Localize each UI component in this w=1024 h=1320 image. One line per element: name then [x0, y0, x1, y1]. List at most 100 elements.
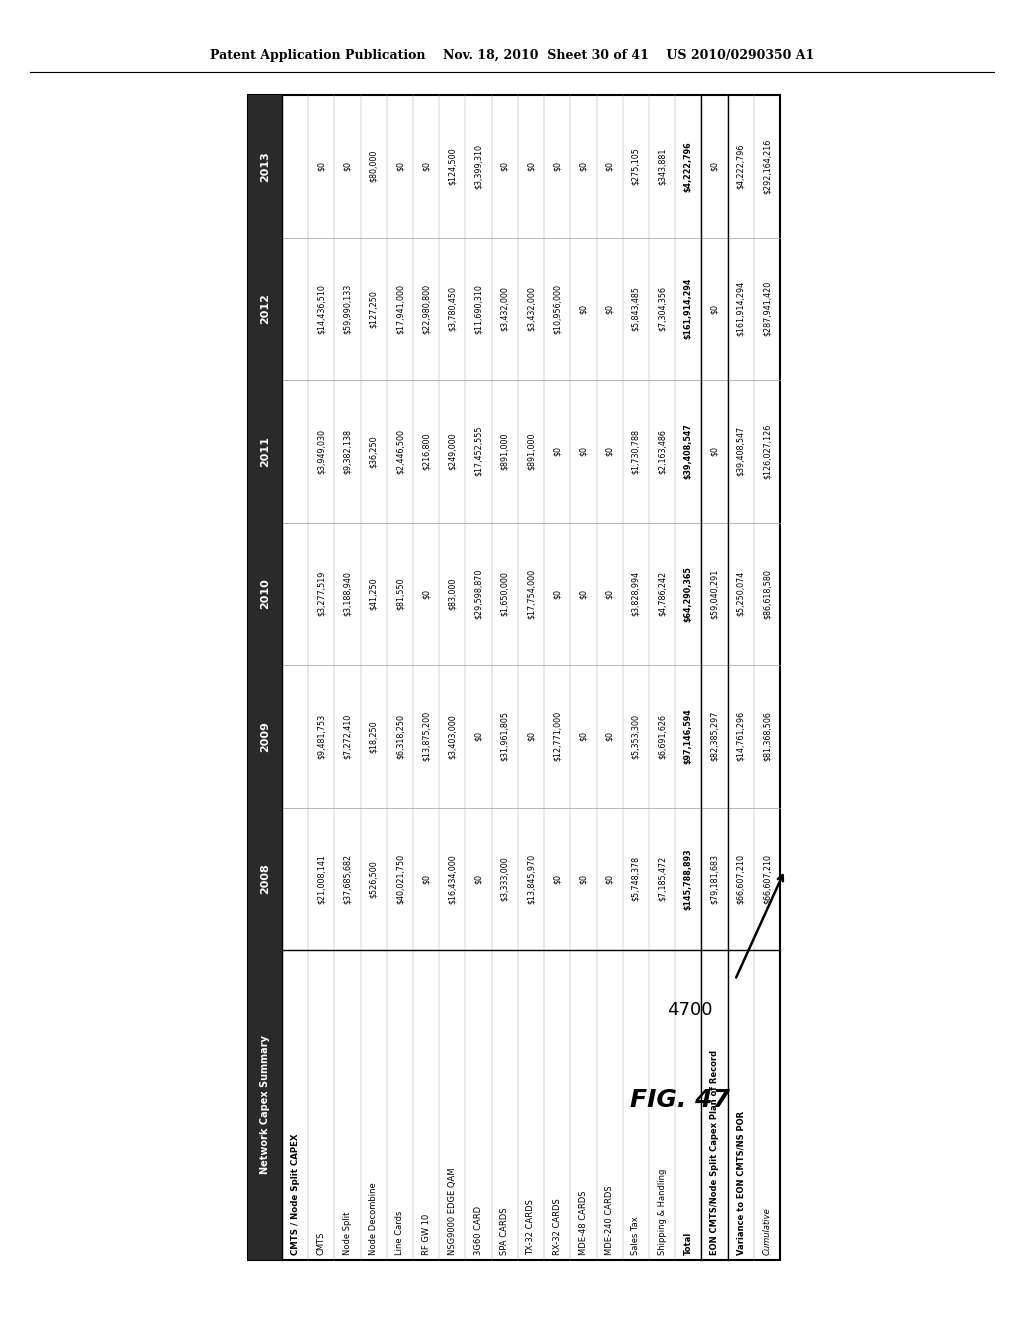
Text: $0: $0: [553, 589, 562, 599]
Text: $5,250,074: $5,250,074: [736, 572, 745, 616]
Text: $10,956,000: $10,956,000: [553, 284, 562, 334]
Text: $64,290,365: $64,290,365: [684, 566, 693, 622]
Text: $1,730,788: $1,730,788: [632, 429, 640, 474]
Text: $29,598,870: $29,598,870: [474, 569, 483, 619]
Text: $0: $0: [553, 161, 562, 172]
Text: 3G60 CARD: 3G60 CARD: [474, 1206, 483, 1255]
Text: $37,685,682: $37,685,682: [343, 854, 352, 904]
Text: $0: $0: [526, 731, 536, 742]
Text: $0: $0: [422, 589, 431, 599]
Text: $80,000: $80,000: [370, 150, 378, 182]
Text: $526,500: $526,500: [370, 859, 378, 898]
Text: $7,185,472: $7,185,472: [657, 857, 667, 902]
Text: $127,250: $127,250: [370, 290, 378, 327]
Text: Patent Application Publication    Nov. 18, 2010  Sheet 30 of 41    US 2010/02903: Patent Application Publication Nov. 18, …: [210, 49, 814, 62]
Text: $0: $0: [422, 161, 431, 172]
Text: $891,000: $891,000: [526, 433, 536, 470]
Text: $5,748,378: $5,748,378: [632, 857, 640, 902]
Text: $161,914,294: $161,914,294: [736, 281, 745, 337]
Text: $59,040,291: $59,040,291: [710, 569, 719, 619]
Text: $11,690,310: $11,690,310: [474, 284, 483, 334]
Text: $1,650,000: $1,650,000: [501, 572, 509, 616]
Text: $124,500: $124,500: [447, 148, 457, 185]
Text: $3,188,940: $3,188,940: [343, 572, 352, 616]
Text: $41,250: $41,250: [370, 577, 378, 610]
Text: $6,691,626: $6,691,626: [657, 714, 667, 759]
Text: MDE-48 CARDS: MDE-48 CARDS: [579, 1191, 588, 1255]
Text: $3,333,000: $3,333,000: [501, 857, 509, 902]
Text: $249,000: $249,000: [447, 433, 457, 470]
Bar: [248, 95, 780, 1261]
Text: $0: $0: [579, 731, 588, 742]
Text: $2,446,500: $2,446,500: [395, 429, 404, 474]
Text: $3,432,000: $3,432,000: [501, 286, 509, 331]
Text: CMTS / Node Split CAPEX: CMTS / Node Split CAPEX: [291, 1134, 300, 1255]
Text: $97,146,594: $97,146,594: [684, 709, 693, 764]
Text: $891,000: $891,000: [501, 433, 509, 470]
Text: 2008: 2008: [260, 863, 270, 894]
Text: $12,771,000: $12,771,000: [553, 711, 562, 762]
Text: $216,800: $216,800: [422, 433, 431, 470]
Text: $161,914,294: $161,914,294: [684, 279, 693, 339]
Text: $0: $0: [605, 161, 614, 172]
Text: $9,382,138: $9,382,138: [343, 429, 352, 474]
Text: Node Split: Node Split: [343, 1212, 352, 1255]
Text: $6,318,250: $6,318,250: [395, 714, 404, 759]
Text: $14,436,510: $14,436,510: [316, 284, 326, 334]
Text: Node Decombine: Node Decombine: [370, 1183, 378, 1255]
Text: $14,761,296: $14,761,296: [736, 711, 745, 762]
Text: Sales Tax: Sales Tax: [632, 1216, 640, 1255]
Text: Shipping & Handling: Shipping & Handling: [657, 1168, 667, 1255]
Text: $82,385,297: $82,385,297: [710, 711, 719, 762]
Text: $86,618,580: $86,618,580: [763, 569, 771, 619]
Text: $81,550: $81,550: [395, 577, 404, 610]
Text: 2013: 2013: [260, 150, 270, 182]
Text: $5,843,485: $5,843,485: [632, 286, 640, 331]
Text: SPA CARDS: SPA CARDS: [501, 1208, 509, 1255]
Text: $3,949,030: $3,949,030: [316, 429, 326, 474]
Text: $0: $0: [395, 161, 404, 172]
Text: $0: $0: [422, 874, 431, 884]
Text: $0: $0: [474, 874, 483, 884]
Text: $81,368,506: $81,368,506: [763, 711, 771, 762]
Text: Variance to EON CMTS/NS POR: Variance to EON CMTS/NS POR: [736, 1111, 745, 1255]
Text: CMTS: CMTS: [316, 1232, 326, 1255]
Text: 4700: 4700: [668, 1001, 713, 1019]
Text: $0: $0: [710, 446, 719, 457]
Text: $3,432,000: $3,432,000: [526, 286, 536, 331]
Text: $0: $0: [579, 446, 588, 457]
Text: Total: Total: [684, 1232, 693, 1255]
Text: $66,607,210: $66,607,210: [736, 854, 745, 904]
Text: $0: $0: [605, 874, 614, 884]
Bar: [248, 95, 282, 1261]
Text: $66,607,210: $66,607,210: [763, 854, 771, 904]
Text: $0: $0: [526, 161, 536, 172]
Text: NSG9000 EDGE QAM: NSG9000 EDGE QAM: [447, 1167, 457, 1255]
Text: $126,027,126: $126,027,126: [763, 424, 771, 479]
Text: $0: $0: [605, 589, 614, 599]
Text: $3,828,994: $3,828,994: [632, 572, 640, 616]
Text: 2012: 2012: [260, 293, 270, 325]
Text: $22,980,800: $22,980,800: [422, 284, 431, 334]
Text: $31,961,805: $31,961,805: [501, 711, 509, 762]
Text: RF GW 10: RF GW 10: [422, 1214, 431, 1255]
Text: FIG. 47: FIG. 47: [630, 1088, 730, 1111]
Text: $0: $0: [605, 731, 614, 742]
Text: $2,163,486: $2,163,486: [657, 429, 667, 474]
Text: $39,408,547: $39,408,547: [684, 424, 693, 479]
Text: $40,021,750: $40,021,750: [395, 854, 404, 904]
Text: $13,845,970: $13,845,970: [526, 854, 536, 904]
Text: $145,788,893: $145,788,893: [684, 847, 693, 909]
Text: $275,105: $275,105: [632, 148, 640, 185]
Text: 2011: 2011: [260, 436, 270, 467]
Text: $0: $0: [474, 731, 483, 742]
Text: 2010: 2010: [260, 578, 270, 609]
Text: $292,164,216: $292,164,216: [763, 139, 771, 194]
Text: $0: $0: [553, 446, 562, 457]
Text: TX-32 CARDS: TX-32 CARDS: [526, 1199, 536, 1255]
Text: $17,754,000: $17,754,000: [526, 569, 536, 619]
Text: $5,353,300: $5,353,300: [632, 714, 640, 759]
Text: RX-32 CARDS: RX-32 CARDS: [553, 1199, 562, 1255]
Text: $21,008,141: $21,008,141: [316, 854, 326, 904]
Text: $3,399,310: $3,399,310: [474, 144, 483, 189]
